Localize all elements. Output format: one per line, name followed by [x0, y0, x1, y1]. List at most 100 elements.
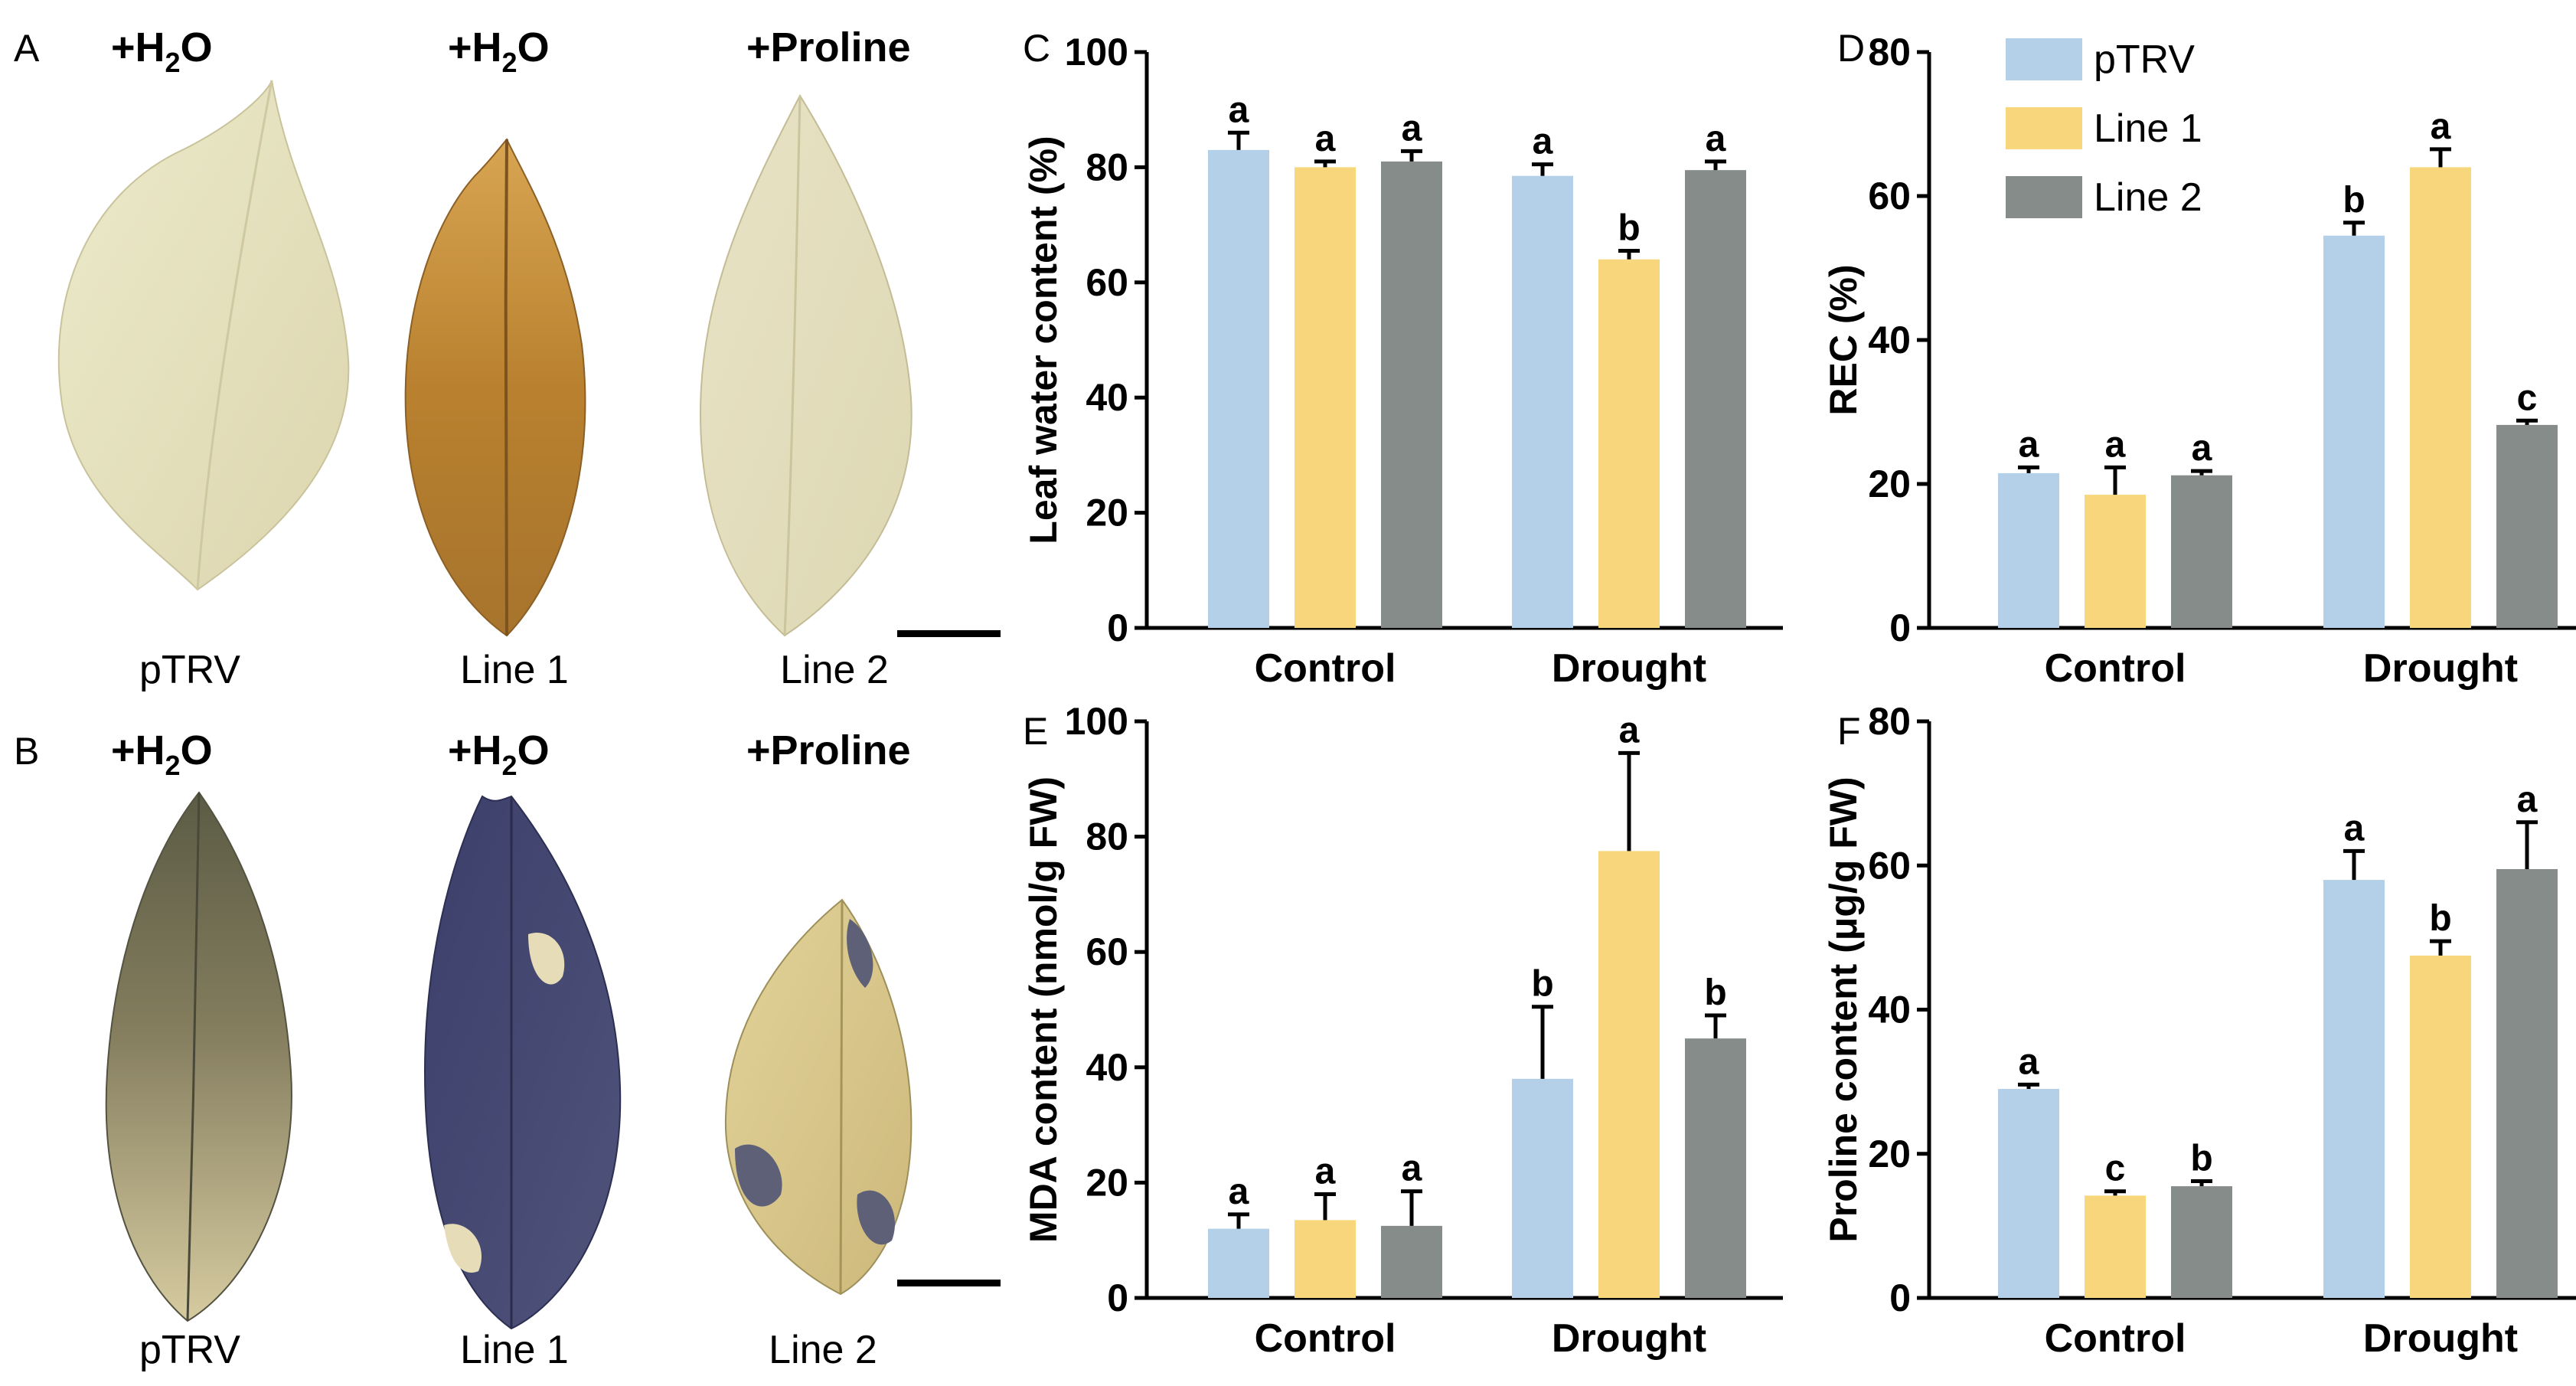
y-axis-label: Proline content (μg/g FW) [1822, 776, 1865, 1242]
chart-panel-d: D 0 20 40 60 80 REC (%) a a a Control b a c Drought pTR… [1822, 27, 2576, 691]
y-axis-label: MDA content (nmol/g FW) [1022, 776, 1065, 1243]
bar-ptrv [2323, 880, 2385, 1298]
legend-label: pTRV [2094, 38, 2195, 82]
significance-letter: a [1229, 90, 1249, 130]
scale-bar [897, 1280, 1001, 1286]
y-tick-label: 60 [1868, 844, 1911, 887]
bar-ptrv [1512, 175, 1573, 628]
bar-ptrv [2323, 235, 2385, 628]
leaf-a1: +H2O pTRV [57, 25, 350, 692]
legend-swatch [2006, 38, 2082, 80]
leaf-a2: +H2O Line 1 [404, 25, 586, 692]
x-category-label: Control [1255, 646, 1396, 691]
y-axis-label: Leaf water content (%) [1022, 136, 1065, 544]
significance-letter: b [1618, 208, 1640, 248]
y-tick-label: 80 [1086, 145, 1128, 188]
x-category-label: Drought [1552, 1316, 1706, 1361]
panel-letter-b: B [14, 730, 39, 773]
bar-line-1 [1295, 1220, 1356, 1298]
bar-ptrv [1998, 1089, 2059, 1298]
y-axis-label: REC (%) [1822, 264, 1865, 415]
bar-line-1 [2085, 495, 2146, 628]
y-tick-label: 60 [1086, 261, 1128, 304]
legend-swatch [2006, 107, 2082, 149]
significance-letter: c [2105, 1149, 2126, 1189]
bar-line-1 [2085, 1195, 2146, 1298]
y-tick-label: 40 [1868, 989, 1911, 1031]
y-tick-label: 0 [1889, 1276, 1911, 1319]
leaf-image-olive [105, 791, 292, 1322]
y-tick-label: 80 [1868, 700, 1911, 743]
y-tick-label: 40 [1086, 1046, 1128, 1089]
scale-bar [897, 630, 1001, 637]
significance-letter: a [2019, 424, 2039, 465]
significance-letter: b [2190, 1139, 2212, 1179]
y-tick-label: 100 [1065, 700, 1128, 743]
y-tick-label: 80 [1868, 31, 1911, 74]
y-tick-label: 80 [1086, 816, 1128, 858]
legend-swatch [2006, 176, 2082, 218]
y-tick-label: 20 [1868, 463, 1911, 505]
bar-line-1 [2410, 167, 2471, 628]
x-category-label: Drought [2363, 1316, 2518, 1361]
x-category-label: Control [1255, 1316, 1396, 1361]
significance-letter: a [1402, 1149, 1422, 1189]
y-tick-label: 0 [1107, 606, 1128, 649]
bar-line-2 [1685, 1038, 1746, 1298]
leaf-line-label: Line 1 [460, 1328, 569, 1372]
significance-letter: a [2019, 1041, 2039, 1082]
y-tick-label: 100 [1065, 31, 1128, 74]
leaf-line-label: Line 2 [780, 648, 889, 692]
treatment-label: +Proline [746, 727, 911, 773]
legend-label: Line 1 [2094, 106, 2202, 151]
significance-letter: b [2343, 180, 2365, 221]
y-tick-label: 20 [1868, 1133, 1911, 1175]
leaf-b2: +H2O Line 1 [423, 727, 622, 1372]
bar-line-2 [2496, 424, 2558, 628]
treatment-label: +H2O [448, 25, 550, 78]
leaf-image-cream [699, 93, 913, 637]
y-tick-label: 60 [1868, 175, 1911, 217]
treatment-label: +H2O [111, 727, 213, 781]
significance-letter: b [2429, 898, 2451, 939]
significance-letter: a [1533, 122, 1553, 162]
leaf-line-label: Line 1 [460, 648, 569, 692]
leaf-image-navy [423, 795, 622, 1330]
y-tick-label: 0 [1889, 606, 1911, 649]
bar-ptrv [1208, 149, 1269, 629]
panel-letter: E [1023, 710, 1048, 753]
significance-letter: a [1229, 1172, 1249, 1212]
significance-letter: a [2344, 808, 2365, 848]
bar-line-2 [2496, 868, 2558, 1298]
bar-ptrv [1208, 1228, 1269, 1298]
x-category-label: Drought [2363, 646, 2518, 691]
significance-letter: b [1704, 972, 1726, 1013]
leaf-b1: +H2O pTRV [105, 727, 292, 1372]
y-tick-label: 20 [1086, 1161, 1128, 1204]
panel-letter: F [1837, 710, 1861, 753]
leaf-a3: +Proline Line 2 [699, 25, 913, 692]
significance-letter: a [2105, 424, 2126, 465]
bar-line-1 [1295, 167, 1356, 628]
x-category-label: Control [2045, 646, 2186, 691]
significance-letter: a [1402, 108, 1422, 149]
significance-letter: a [2517, 780, 2538, 820]
chart-panel-c: C 0 20 40 60 80 100 Leaf water content (%) a a a Co… [1022, 27, 1783, 691]
y-tick-label: 40 [1086, 376, 1128, 419]
significance-letter: a [2192, 428, 2212, 469]
bar-ptrv [1512, 1078, 1573, 1298]
panel-letter-a: A [14, 27, 40, 70]
x-category-label: Control [2045, 1316, 2186, 1361]
panel-letter: D [1837, 27, 1865, 70]
panel-b: B +H2O pTRV +H2O Line 1 +Proline Line 2 [14, 727, 1001, 1372]
leaf-line-label: pTRV [139, 1328, 240, 1372]
leaf-line-label: Line 2 [769, 1328, 877, 1372]
leaf-image-pale [57, 80, 350, 591]
treatment-label: +H2O [448, 727, 550, 781]
bar-line-2 [2171, 475, 2232, 628]
significance-letter: c [2517, 378, 2538, 418]
panel-a: A +H2O pTRV +H2O Line 1 +Proline Line 2 [14, 25, 1001, 692]
